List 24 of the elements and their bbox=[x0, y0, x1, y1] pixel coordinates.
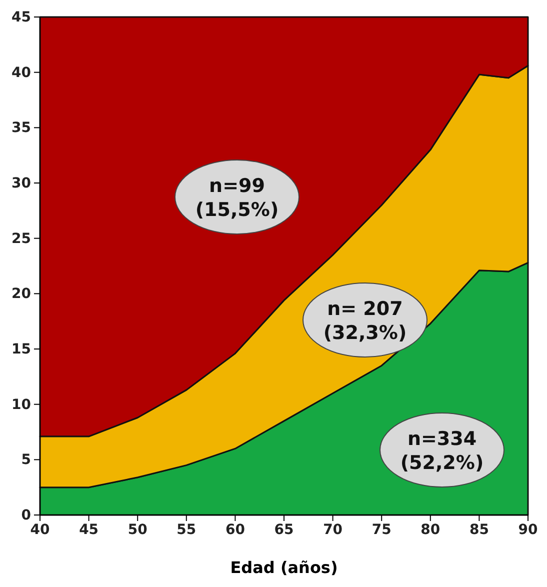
y-tick-label: 20 bbox=[12, 286, 32, 302]
x-tick-label: 50 bbox=[128, 522, 148, 538]
y-tick-label: 25 bbox=[12, 230, 31, 247]
annotation: n=99 (15,5%) bbox=[195, 175, 279, 221]
annotation: n= 207 (32,3%) bbox=[323, 298, 407, 344]
x-tick-label: 90 bbox=[518, 522, 538, 538]
y-tick-label: 5 bbox=[21, 452, 31, 468]
x-tick-label: 65 bbox=[274, 522, 294, 538]
x-tick-label: 60 bbox=[225, 522, 246, 538]
x-tick-label: 80 bbox=[420, 522, 440, 538]
x-axis-title: Edad (años) bbox=[230, 558, 338, 577]
y-tick-label: 15 bbox=[12, 341, 31, 358]
y-tick-label: 45 bbox=[12, 9, 31, 26]
x-tick-label: 55 bbox=[176, 522, 196, 538]
x-tick-label: 45 bbox=[79, 522, 99, 538]
y-tick-label: 30 bbox=[12, 175, 32, 192]
x-tick-label: 75 bbox=[372, 522, 392, 538]
y-tick-label: 40 bbox=[12, 64, 32, 81]
y-tick-label: 0 bbox=[21, 507, 32, 524]
y-tick-label: 35 bbox=[12, 120, 31, 136]
annotation: n=334 (52,2%) bbox=[400, 428, 484, 474]
y-tick-label: 10 bbox=[12, 396, 32, 413]
x-tick-label: 85 bbox=[469, 522, 489, 538]
x-tick-label: 70 bbox=[323, 522, 343, 538]
